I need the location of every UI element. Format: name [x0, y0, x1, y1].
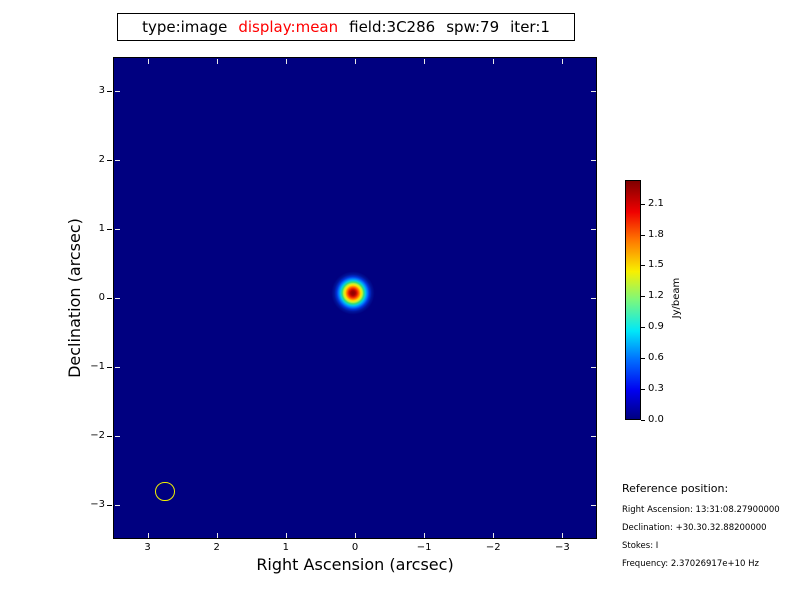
reference-lines: Right Ascension: 13:31:08.27900000 Declin…	[622, 506, 800, 569]
y-tick-label: −3	[90, 498, 105, 510]
colorbar-tick-label: 0.0	[648, 414, 664, 425]
colorbar-tick-label: 0.3	[648, 383, 664, 395]
y-tick-dash	[107, 91, 112, 93]
colorbar-tick-label: 1.5	[648, 259, 664, 271]
x-tick-mark-top	[424, 58, 426, 64]
y-tick-mark-left	[114, 160, 120, 162]
colorbar-tick-mark	[641, 420, 645, 421]
y-tick-mark-left	[114, 298, 120, 299]
x-tick-mark-bottom	[147, 532, 149, 538]
y-tick-dash	[107, 504, 112, 506]
x-tick-mark-top	[355, 58, 356, 64]
x-tick-label: 2	[213, 542, 220, 553]
colorbar-tick-label: 1.2	[648, 290, 664, 302]
reference-title: Reference position:	[622, 482, 729, 495]
x-tick-label: −3	[555, 542, 570, 553]
y-tick-dash	[107, 298, 112, 299]
x-tick-mark-top	[493, 58, 495, 64]
y-tick-label: 2	[98, 154, 105, 166]
x-tick-mark-top	[147, 58, 149, 64]
header-segment-0: type:image	[142, 18, 228, 36]
colorbar-tick-mark	[641, 234, 645, 236]
x-tick-mark-bottom	[424, 532, 426, 538]
y-tick-mark-right	[590, 298, 596, 299]
reference-line-0: Right Ascension: 13:31:08.27900000	[622, 505, 780, 515]
y-tick-mark-left	[114, 91, 120, 93]
header-segment-2: field:3C286	[349, 18, 436, 36]
header-segment-3: spw:79	[446, 18, 500, 36]
x-tick-label: 0	[351, 542, 359, 553]
x-tick-label: 1	[282, 542, 290, 553]
x-tick-mark-top	[216, 58, 218, 64]
y-tick-label: 0	[98, 292, 105, 303]
y-tick-label: −2	[90, 429, 105, 441]
x-tick-mark-top	[285, 58, 287, 64]
y-tick-mark-right	[590, 91, 596, 93]
y-tick-mark-left	[114, 366, 120, 368]
colorbar-tick-label: 1.8	[648, 228, 664, 240]
colorbar-unit-label: Jy/beam	[671, 277, 682, 319]
reference-line-3: Frequency: 2.37026917e+10 Hz	[622, 559, 759, 569]
colorbar-tick-mark	[641, 327, 645, 329]
colorbar-tick-label: 2.1	[648, 197, 664, 209]
y-tick-label: 1	[98, 223, 105, 235]
x-axis-label: Right Ascension (arcsec)	[256, 555, 454, 574]
beam-ellipse-marker	[155, 482, 175, 502]
y-tick-mark-right	[590, 366, 596, 368]
colorbar-tick-mark	[641, 203, 645, 205]
y-tick-mark-left	[114, 435, 120, 437]
y-tick-mark-right	[590, 504, 596, 506]
y-tick-mark-right	[590, 160, 596, 162]
x-tick-label: −1	[416, 542, 432, 553]
reference-position-block: Reference position: Right Ascension: 13:…	[622, 482, 800, 578]
colorbar-tick-mark	[641, 265, 645, 267]
colorbar-tick-mark	[641, 358, 645, 360]
x-tick-mark-bottom	[285, 532, 287, 538]
x-tick-mark-bottom	[493, 532, 495, 538]
image-plot-area	[113, 57, 597, 539]
y-tick-label: 3	[98, 85, 105, 97]
y-tick-dash	[107, 229, 112, 231]
x-tick-mark-bottom	[355, 532, 356, 538]
x-tick-label: −2	[485, 542, 501, 553]
x-tick-mark-bottom	[216, 532, 218, 538]
reference-line-2: Stokes: I	[622, 541, 659, 551]
reference-line-1: Declination: +30.30.32.88200000	[622, 523, 767, 533]
colorbar-tick-label: 0.9	[648, 321, 664, 333]
colorbar-tick-mark	[641, 296, 645, 298]
colorbar-tick-mark	[641, 389, 645, 391]
y-tick-dash	[107, 160, 112, 162]
image-info-header: type:image display:mean field:3C286 spw:79 i…	[117, 13, 575, 41]
y-tick-mark-left	[114, 229, 120, 231]
y-tick-mark-right	[590, 435, 596, 437]
x-tick-mark-bottom	[562, 532, 564, 538]
colorbar	[625, 180, 641, 420]
colorbar-tick-label: 0.6	[648, 352, 664, 364]
y-tick-mark-right	[590, 229, 596, 231]
y-tick-dash	[107, 435, 112, 437]
x-tick-label: 3	[144, 542, 151, 553]
y-tick-label: −1	[90, 360, 105, 372]
header-segment-4: iter:1	[510, 18, 550, 36]
source-blob	[329, 268, 378, 317]
x-tick-mark-top	[562, 58, 564, 64]
y-tick-mark-left	[114, 504, 120, 506]
y-tick-dash	[107, 366, 112, 368]
header-segment-1: display:mean	[238, 18, 339, 36]
